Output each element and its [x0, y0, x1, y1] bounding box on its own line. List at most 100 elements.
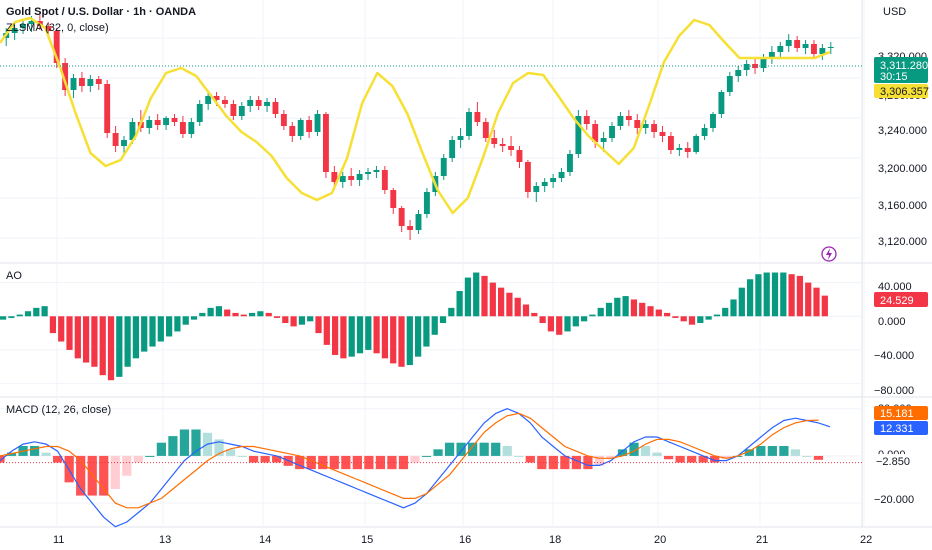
- time-tick: 13: [159, 534, 171, 546]
- ao-bar: [174, 316, 181, 332]
- candle-body: [777, 46, 784, 52]
- ao-bar: [713, 314, 721, 317]
- candle-body: [592, 124, 599, 142]
- candle-body: [213, 96, 220, 100]
- ao-bar: [8, 316, 15, 318]
- ao-bar: [107, 316, 115, 381]
- ao-bar: [41, 306, 48, 317]
- macd-hist-bar: [364, 455, 374, 470]
- symbol-title: Gold Spot / U.S. Dollar · 1h · OANDA: [6, 6, 196, 18]
- ao-bar: [813, 287, 820, 317]
- ao-bar: [639, 302, 646, 317]
- ao-bar: [805, 282, 812, 317]
- macd-hist-bar: [410, 455, 420, 463]
- candle-body: [28, 21, 35, 24]
- candle-body: [474, 112, 481, 122]
- candle-body: [466, 112, 472, 136]
- macd-hist-bar: [433, 449, 443, 456]
- macd-hist-bar: [664, 455, 674, 460]
- macd-hist-bar: [29, 446, 40, 456]
- time-axis[interactable]: 11 13 14 15 16 18 20 21 22: [53, 534, 872, 546]
- zlsma-legend[interactable]: ZLSMA (32, 0, close): [6, 22, 109, 34]
- ao-bar: [605, 302, 613, 317]
- ao-bar: [514, 297, 521, 317]
- candle-body: [280, 114, 287, 126]
- macd-hist-bar: [779, 446, 789, 456]
- hist-value: −2.850: [876, 456, 910, 468]
- lightning-icon[interactable]: [821, 246, 837, 262]
- candle-body: [272, 102, 279, 114]
- ao-bar: [697, 316, 704, 324]
- candle-body: [491, 138, 498, 144]
- ao-bar: [664, 312, 671, 317]
- ao-bar: [788, 274, 795, 317]
- candle-body: [499, 144, 506, 146]
- macd-hist-bar: [548, 455, 558, 470]
- macd-hist-bar: [191, 429, 201, 456]
- macd-hist-bar: [790, 449, 801, 456]
- macd-hist-bar: [272, 455, 282, 463]
- ao-legend[interactable]: AO: [6, 270, 22, 282]
- ao-bar: [124, 316, 131, 367]
- ao-tick: 0.000: [878, 316, 906, 328]
- candle-body: [53, 31, 60, 63]
- candle-body: [743, 64, 750, 70]
- price-pane[interactable]: [0, 0, 862, 262]
- ao-bar: [556, 316, 563, 335]
- ao-bar: [348, 316, 355, 357]
- ao-bar: [157, 316, 164, 342]
- time-tick: 11: [53, 534, 64, 546]
- macd-hist-bar: [122, 455, 132, 476]
- candle-body: [718, 92, 725, 114]
- candle-body: [752, 64, 759, 68]
- macd-hist-bar: [179, 429, 190, 456]
- macd-hist-bar: [525, 455, 535, 463]
- ao-bar: [224, 309, 231, 317]
- candle-body: [693, 136, 700, 152]
- candle-body: [146, 120, 153, 128]
- macd-hist-bar: [675, 455, 685, 463]
- candle-body: [331, 172, 338, 182]
- candle-body: [667, 136, 674, 150]
- candle-body: [297, 120, 304, 136]
- ao-bar: [722, 307, 729, 317]
- ao-bar: [672, 316, 679, 318]
- candle-body: [381, 170, 388, 190]
- candle-body: [558, 172, 565, 178]
- macd-legend[interactable]: MACD (12, 26, close): [6, 404, 111, 416]
- candle-body: [222, 100, 228, 104]
- ao-bar: [464, 277, 472, 317]
- time-tick: 16: [459, 534, 471, 546]
- ao-bar: [423, 316, 430, 347]
- ao-bar: [33, 307, 40, 317]
- candle-body: [710, 114, 716, 128]
- macd-hist-bar: [687, 455, 697, 463]
- candle-body: [541, 182, 548, 186]
- candle-body: [819, 48, 826, 54]
- ao-bar: [572, 316, 579, 327]
- candle-body: [188, 122, 195, 134]
- macd-hist-bar: [387, 455, 397, 470]
- macd-hist-bar: [295, 455, 305, 470]
- macd-hist-bar: [214, 439, 224, 456]
- ao-bar: [738, 287, 745, 317]
- ao-bar: [58, 316, 65, 342]
- signal-value: 12.331: [880, 423, 914, 435]
- candle-body: [121, 140, 127, 146]
- ao-bar: [141, 316, 148, 352]
- macd-hist-bar: [421, 455, 432, 457]
- ao-bar: [780, 272, 787, 317]
- candle-body: [811, 44, 817, 54]
- macd-hist-bar: [652, 452, 662, 456]
- candle-body: [609, 126, 615, 138]
- ao-bar: [257, 311, 264, 317]
- macd-hist-bar: [444, 442, 455, 456]
- candle-body: [238, 106, 245, 116]
- macd-hist-bar: [629, 442, 639, 456]
- candle-body: [264, 102, 270, 106]
- candle-body: [768, 52, 775, 58]
- candle-body: [567, 154, 573, 172]
- macd-hist-bar: [537, 455, 547, 470]
- ao-axis[interactable]: 40.000 0.000 −40.000 −80.000: [874, 281, 914, 397]
